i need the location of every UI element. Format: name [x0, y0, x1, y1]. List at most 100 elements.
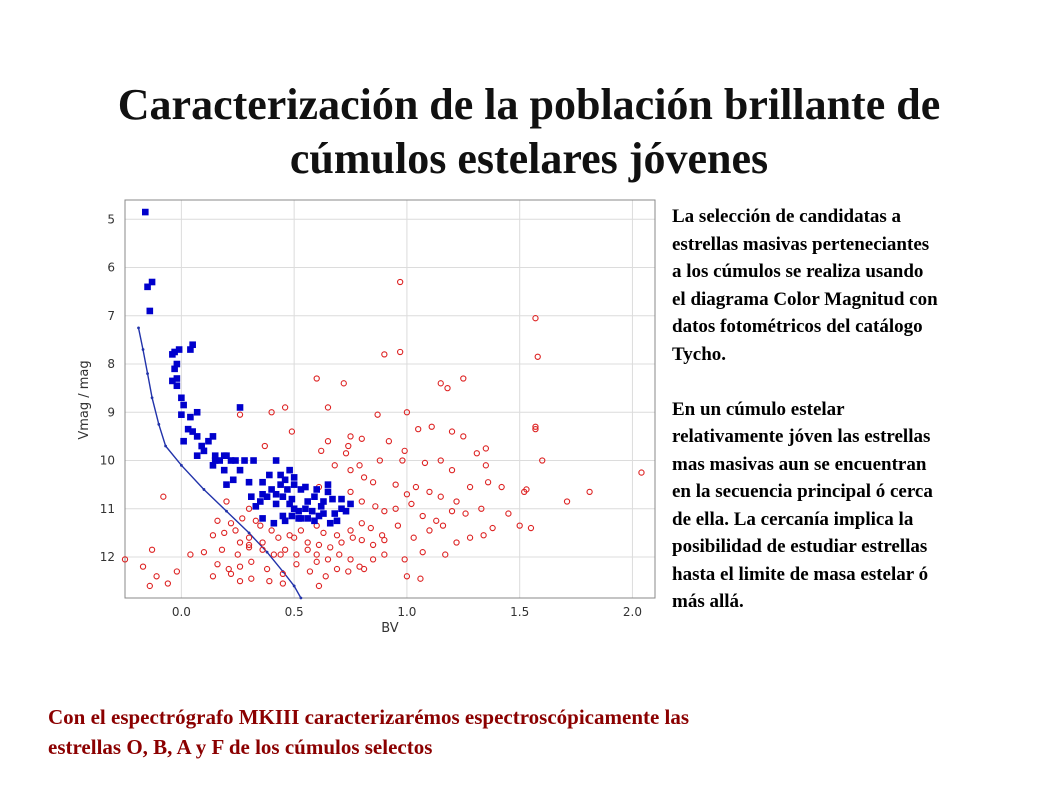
field-star-point — [347, 433, 354, 440]
field-stars-points — [121, 278, 645, 590]
field-star-point — [347, 488, 354, 496]
member-star-point — [236, 404, 244, 411]
field-star-point — [209, 573, 217, 580]
member-star-point — [313, 486, 321, 493]
field-star-point — [419, 512, 426, 520]
member-star-point — [268, 486, 275, 493]
member-star-point — [308, 507, 316, 515]
field-star-point — [209, 532, 217, 539]
field-star-point — [415, 426, 422, 433]
field-star-point — [236, 563, 244, 570]
description-line: mas masivas aun se encuentran — [672, 453, 927, 475]
member-star-point — [311, 493, 318, 500]
field-star-point — [532, 315, 539, 322]
y-tick-label: 10 — [100, 454, 115, 468]
field-star-point — [347, 527, 354, 534]
member-star-point — [272, 490, 280, 498]
description-text: La selección de candidatas a estrellas m… — [672, 203, 1022, 643]
field-star-point — [338, 539, 345, 546]
field-star-point — [532, 423, 539, 430]
field-star-point — [482, 445, 490, 452]
member-star-point — [148, 278, 156, 286]
member-star-point — [257, 498, 264, 505]
member-star-point — [297, 486, 305, 493]
footer-text: Con el espectrógrafo MKIII caracterizaré… — [48, 702, 1008, 762]
field-star-point — [360, 474, 368, 481]
field-star-point — [270, 551, 278, 558]
field-star-point — [453, 539, 460, 546]
field-star-point — [498, 483, 505, 491]
field-star-point — [392, 505, 399, 512]
member-star-point — [205, 437, 212, 445]
member-star-point — [245, 478, 253, 486]
field-star-point — [279, 570, 287, 578]
member-star-point — [187, 346, 194, 353]
field-star-point — [360, 565, 368, 573]
member-star-point — [209, 433, 217, 440]
member-star-point — [200, 447, 208, 455]
member-star-point — [281, 517, 289, 525]
field-star-point — [236, 577, 244, 585]
field-star-point — [448, 508, 456, 515]
field-star-point — [342, 450, 350, 457]
member-star-point — [302, 483, 309, 491]
y-axis-ticks: 5 6 7 8 9 10 11 12 — [100, 212, 115, 564]
field-star-point — [369, 479, 377, 486]
member-star-point — [252, 503, 260, 510]
description-line: La selección de candidatas a — [672, 206, 902, 227]
member-star-point — [250, 457, 257, 464]
field-star-point — [315, 582, 323, 590]
field-star-point — [234, 551, 241, 558]
field-star-point — [396, 278, 404, 286]
field-star-point — [462, 510, 469, 517]
field-star-point — [239, 515, 246, 522]
description-line: a los cúmulos se realiza usando — [672, 261, 924, 282]
footer-line-1: Con el espectrógrafo MKIII caracterizaré… — [48, 705, 690, 729]
member-star-point — [171, 365, 178, 373]
member-star-point — [338, 505, 345, 513]
field-star-point — [372, 503, 379, 510]
field-star-point — [421, 459, 429, 467]
field-star-point — [442, 551, 449, 558]
field-star-point — [214, 561, 221, 568]
member-star-point — [144, 283, 151, 291]
member-star-point — [173, 375, 181, 382]
field-star-point — [268, 409, 275, 416]
x-tick-label: 0.5 — [285, 605, 304, 619]
field-star-point — [412, 483, 420, 491]
main-sequence-node — [157, 422, 161, 426]
description-line: relativamente jóven las estrellas — [672, 426, 931, 447]
field-star-point — [453, 498, 460, 505]
member-star-point — [216, 457, 224, 464]
field-star-point — [417, 575, 424, 582]
field-star-point — [320, 529, 327, 537]
y-tick-label: 6 — [107, 261, 115, 275]
member-star-point — [259, 478, 266, 486]
field-star-point — [466, 483, 474, 491]
field-star-point — [345, 442, 352, 450]
footer-line-2: estrellas O, B, A y F de los cúmulos sel… — [48, 735, 433, 759]
field-star-point — [293, 561, 300, 568]
member-star-point — [189, 341, 196, 349]
slide-title: Caracterización de la población brillant… — [40, 78, 1018, 186]
field-star-point — [349, 534, 356, 541]
member-star-point — [315, 512, 323, 520]
field-star-point — [245, 505, 253, 512]
y-tick-label: 5 — [107, 212, 115, 226]
member-star-point — [329, 495, 336, 503]
field-star-point — [306, 568, 314, 575]
x-axis-ticks: 0.0 0.5 1.0 1.5 2.0 — [172, 605, 642, 619]
field-star-point — [534, 353, 541, 360]
member-star-point — [304, 515, 311, 522]
member-star-point — [290, 474, 298, 481]
member-star-point — [281, 476, 289, 484]
field-star-point — [439, 522, 447, 529]
field-star-point — [313, 558, 320, 565]
color-magnitude-diagram: 5 6 7 8 9 10 11 12 0.0 0.5 1.0 1.5 2.0 BV Vmag / ma… — [77, 199, 656, 636]
member-star-point — [331, 510, 339, 517]
field-star-point — [333, 532, 341, 539]
member-star-point — [220, 466, 228, 474]
field-star-point — [437, 493, 444, 500]
field-star-point — [480, 532, 487, 539]
main-sequence-node — [299, 596, 303, 600]
